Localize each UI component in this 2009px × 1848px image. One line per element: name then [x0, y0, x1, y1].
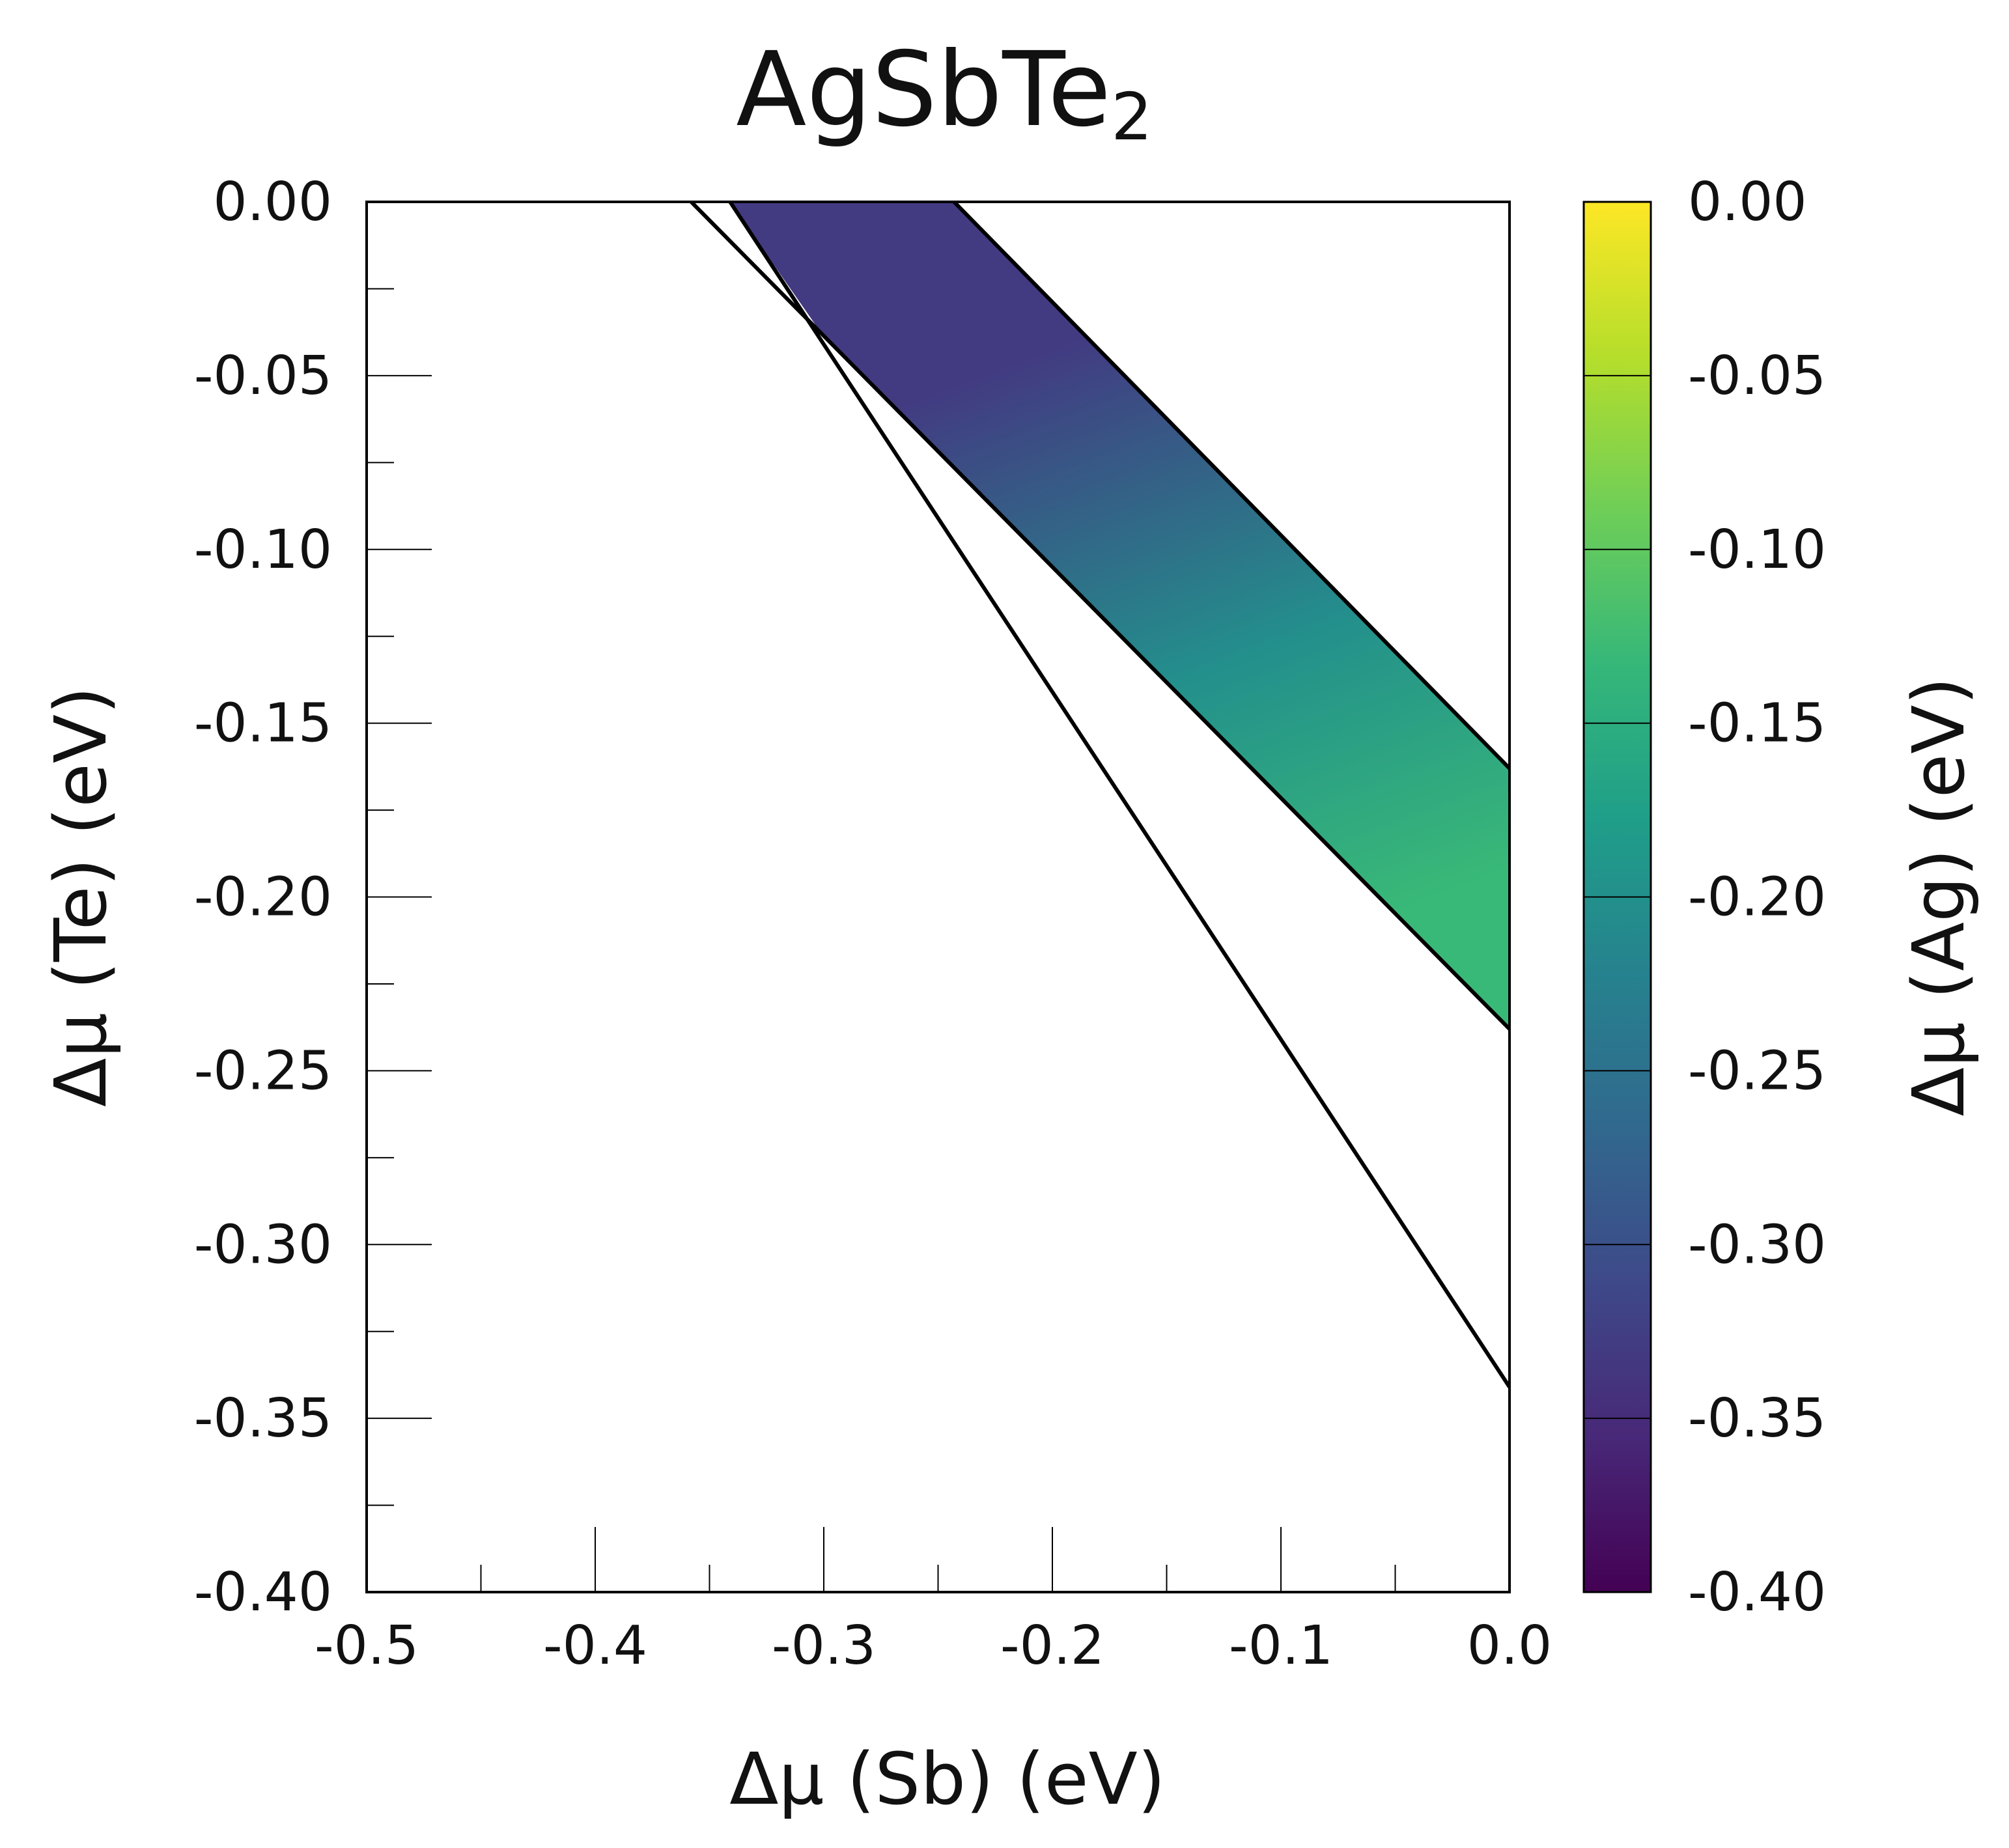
colorbar-label: Δμ (Ag) (eV) — [1897, 677, 1980, 1117]
boundary-lines-layer — [690, 202, 1510, 1388]
colorbar-tick-label: -0.05 — [1688, 345, 1826, 407]
x-tick-label: 0.0 — [1467, 1615, 1552, 1677]
y-tick-label: -0.25 — [194, 1040, 332, 1102]
stability-region-layer — [730, 202, 1510, 1029]
y-tick-label: -0.20 — [194, 867, 332, 929]
boundary-line-2 — [690, 202, 1510, 1031]
x-tick-label: -0.4 — [543, 1615, 647, 1677]
x-tick-label: -0.1 — [1229, 1615, 1333, 1677]
y-tick-label: -0.15 — [194, 693, 332, 755]
plot-frame — [365, 201, 1511, 1593]
y-tick-label: -0.10 — [194, 519, 332, 581]
y-axis-label: Δμ (Te) (eV) — [39, 686, 122, 1107]
x-axis-label: Δμ (Sb) (eV) — [729, 1737, 1165, 1821]
y-tick-label: -0.40 — [194, 1561, 332, 1623]
colorbar-tick-label: -0.15 — [1688, 693, 1826, 755]
colorbar-tick-label: -0.20 — [1688, 867, 1826, 929]
colorbar-layer: 0.00 -0.05 -0.10 -0.15 -0.20 -0.25 -0.30 -0.35 -… — [1582, 171, 1826, 1623]
stability-region — [730, 202, 1510, 1029]
y-tick-label: 0.00 — [213, 171, 332, 233]
colorbar-tick-label: -0.35 — [1688, 1388, 1826, 1449]
boundary-line-1 — [952, 202, 1510, 770]
y-tick-label: -0.35 — [194, 1388, 332, 1449]
x-tick-label: -0.2 — [1000, 1615, 1104, 1677]
axes-layer: 0.00 -0.05 -0.10 -0.15 -0.20 -0.25 -0.30 -0.35 -… — [194, 171, 1552, 1677]
chart-title: AgSbTe2 — [736, 30, 1152, 155]
colorbar-tick-label: 0.00 — [1688, 171, 1807, 233]
colorbar-tick-label: -0.30 — [1688, 1214, 1826, 1276]
colorbar-tick-label: -0.25 — [1688, 1040, 1826, 1102]
chart-title-main: AgSbTe — [736, 30, 1111, 150]
y-tick-label: -0.30 — [194, 1214, 332, 1276]
chart-title-subscript: 2 — [1111, 79, 1153, 155]
colorbar-tick-label: -0.10 — [1688, 519, 1826, 581]
boundary-line-3 — [728, 202, 1510, 1388]
x-tick-label: -0.3 — [772, 1615, 876, 1677]
y-tick-label: -0.05 — [194, 345, 332, 407]
colorbar-tick-label: -0.40 — [1688, 1561, 1826, 1623]
x-tick-label: -0.5 — [315, 1615, 419, 1677]
